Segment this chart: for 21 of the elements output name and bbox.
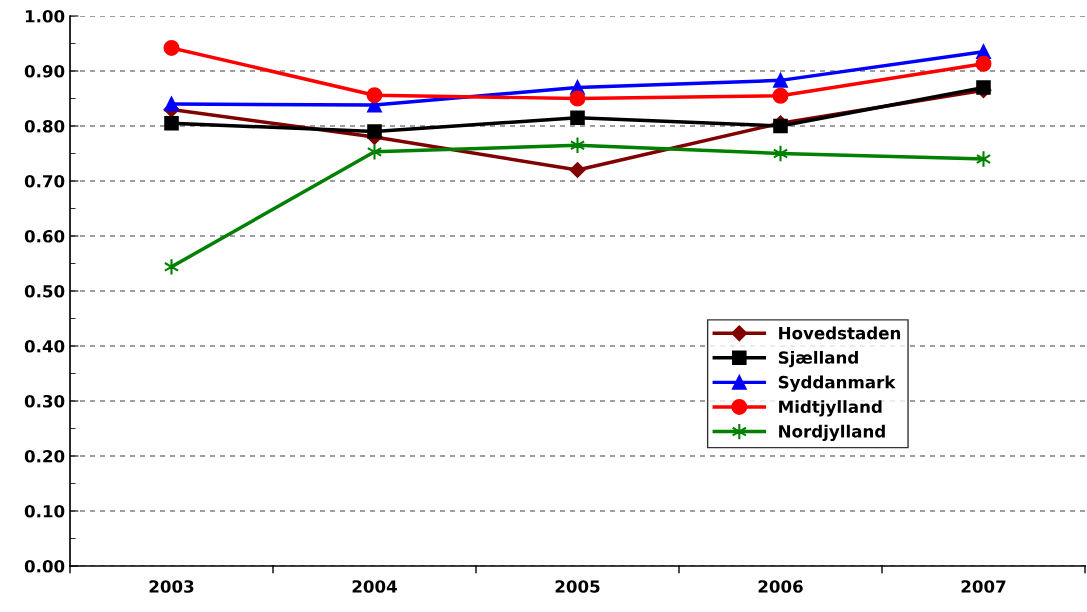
x-tick-label: 2003: [149, 580, 194, 593]
y-tick-label: 0.10: [24, 504, 65, 518]
y-tick-label: 1.00: [25, 9, 65, 23]
x-tick-label: 2006: [758, 580, 803, 593]
legend-label: Syddanmark: [778, 375, 896, 392]
y-tick-label: 0.80: [24, 119, 65, 133]
x-tick-label: 2005: [555, 580, 600, 593]
y-tick-label: 0.60: [24, 229, 65, 243]
y-tick-label: 0.50: [24, 284, 65, 298]
legend-label: Midtjylland: [779, 400, 882, 417]
x-tick-label: 2007: [961, 580, 1006, 593]
legend-label: Hovedstaden: [779, 326, 901, 340]
y-tick-label: 0.40: [24, 339, 65, 353]
y-tick-label: 0.90: [24, 64, 65, 78]
legend-label: Nordjylland: [779, 424, 885, 441]
y-tick-label: 0.00: [24, 559, 65, 573]
y-tick-label: 0.20: [24, 449, 65, 463]
y-tick-label: 0.70: [24, 174, 65, 188]
legend-label: Sjælland: [778, 350, 858, 368]
y-tick-label: 0.30: [24, 394, 65, 408]
x-tick-label: 2004: [352, 580, 397, 593]
